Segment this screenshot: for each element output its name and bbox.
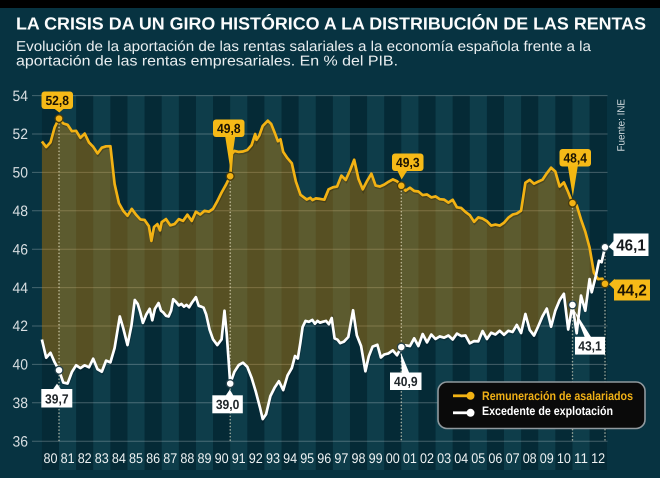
svg-text:87: 87 [163,450,177,466]
svg-text:39,0: 39,0 [216,397,240,412]
svg-text:80: 80 [44,450,58,466]
svg-text:81: 81 [61,450,75,466]
svg-text:52,8: 52,8 [45,93,69,108]
svg-text:90: 90 [215,450,229,466]
svg-text:40: 40 [13,357,29,374]
svg-text:03: 03 [437,450,451,466]
svg-text:48: 48 [13,203,29,220]
svg-text:88: 88 [180,450,194,466]
svg-text:49,3: 49,3 [396,155,420,170]
svg-text:98: 98 [352,450,366,466]
svg-text:Remuneración de asalariados: Remuneración de asalariados [482,389,633,403]
svg-text:50: 50 [13,165,29,182]
svg-text:05: 05 [471,450,485,466]
svg-text:46: 46 [13,241,29,258]
svg-text:43,1: 43,1 [578,339,602,354]
svg-text:aportación de las rentas empre: aportación de las rentas empresariales. … [16,54,398,70]
svg-text:12: 12 [591,450,605,466]
svg-text:06: 06 [488,450,502,466]
svg-text:91: 91 [232,450,246,466]
svg-text:42: 42 [13,318,29,335]
svg-text:07: 07 [506,450,520,466]
svg-text:Excedente de explotación: Excedente de explotación [482,404,613,418]
svg-text:86: 86 [146,450,160,466]
svg-text:02: 02 [420,450,434,466]
svg-text:95: 95 [300,450,314,466]
svg-text:40,9: 40,9 [394,374,418,389]
svg-text:49,8: 49,8 [217,121,241,136]
svg-text:93: 93 [266,450,280,466]
svg-text:36: 36 [13,433,29,450]
svg-text:08: 08 [523,450,537,466]
svg-text:39,7: 39,7 [45,391,69,406]
svg-text:97: 97 [334,450,348,466]
svg-text:44,2: 44,2 [617,283,647,300]
svg-text:83: 83 [95,450,109,466]
svg-text:89: 89 [198,450,212,466]
svg-text:54: 54 [13,88,29,105]
svg-text:09: 09 [540,450,554,466]
svg-text:96: 96 [317,450,331,466]
svg-text:94: 94 [283,450,297,466]
svg-text:84: 84 [112,450,126,466]
svg-text:46,1: 46,1 [616,238,646,255]
svg-text:82: 82 [78,450,92,466]
svg-text:44: 44 [13,280,29,297]
svg-text:99: 99 [369,450,383,466]
svg-text:11: 11 [574,450,588,466]
svg-text:92: 92 [249,450,263,466]
svg-text:00: 00 [386,450,400,466]
svg-text:85: 85 [129,450,143,466]
svg-text:10: 10 [557,450,571,466]
svg-text:01: 01 [403,450,417,466]
svg-text:Evolución de la aportación de: Evolución de la aportación de las rentas… [16,39,591,55]
svg-text:04: 04 [454,450,468,466]
svg-text:52: 52 [13,126,29,143]
svg-text:Fuente: INE: Fuente: INE [616,99,628,152]
svg-text:48,4: 48,4 [563,150,587,165]
svg-text:38: 38 [13,395,29,412]
svg-text:LA CRISIS DA UN GIRO HISTÓRICO: LA CRISIS DA UN GIRO HISTÓRICO A LA DIST… [16,14,646,34]
